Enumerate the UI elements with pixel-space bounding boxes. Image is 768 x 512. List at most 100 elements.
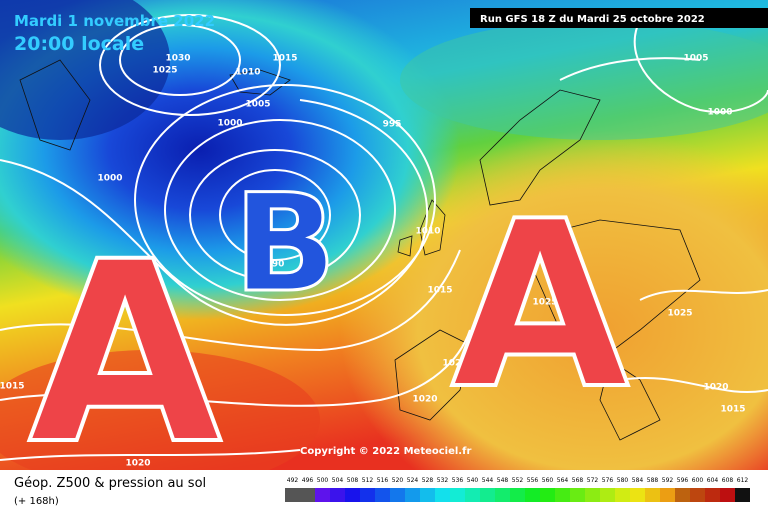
isobar-label: 1015 — [0, 382, 25, 392]
forecast-date: Mardi 1 novembre 2022 — [14, 12, 215, 30]
isobar-label: 1020 — [442, 359, 467, 369]
scale-swatch — [300, 488, 315, 502]
scale-swatch — [480, 488, 495, 502]
scale-swatch — [630, 488, 645, 502]
scale-label: 548 — [497, 477, 509, 484]
scale-swatch — [390, 488, 405, 502]
run-banner — [470, 8, 768, 28]
scale-label: 596 — [677, 477, 689, 484]
scale-swatch — [435, 488, 450, 502]
scale-swatch — [285, 488, 300, 502]
scale-swatch — [645, 488, 660, 502]
scale-swatch — [525, 488, 540, 502]
isobar-label: 1015 — [272, 54, 297, 64]
scale-label: 540 — [467, 477, 479, 484]
scale-label: 520 — [392, 477, 404, 484]
scale-label: 560 — [542, 477, 554, 484]
scale-label: 608 — [722, 477, 734, 484]
footer-lead: (+ 168h) — [14, 496, 59, 507]
isobar-label: 1000 — [707, 108, 732, 118]
scale-swatch — [705, 488, 720, 502]
forecast-time: 20:00 locale — [14, 33, 144, 55]
isobar-label: 1030 — [165, 54, 190, 64]
scale-swatch — [540, 488, 555, 502]
scale-swatch — [465, 488, 480, 502]
isobar-label: 990 — [266, 260, 285, 270]
scale-label: 500 — [317, 477, 329, 484]
coastlines — [19, 59, 701, 441]
color-scale: 492 496 500 504 508 512 516 520 524 528 532 536 540 5… — [285, 477, 750, 502]
scale-label: 528 — [422, 477, 434, 484]
scale-label: 576 — [602, 477, 614, 484]
isobar-label: 1010 — [235, 68, 260, 78]
scale-label: 584 — [632, 477, 644, 484]
scale-swatch — [600, 488, 615, 502]
scale-label: 524 — [407, 477, 419, 484]
high-pressure-letter: A — [28, 208, 221, 499]
scale-label: 536 — [452, 477, 464, 484]
scale-swatch — [615, 488, 630, 502]
isobar-label: 1025 — [152, 66, 177, 76]
scale-label: 552 — [512, 477, 524, 484]
scale-label: 492 — [287, 477, 299, 484]
isobar-label: 1015 — [427, 286, 452, 296]
isobar-label: 1015 — [720, 405, 745, 415]
isobar-label: 995 — [383, 120, 402, 130]
scale-swatch — [495, 488, 510, 502]
isobar-label: 1005 — [683, 54, 708, 64]
scale-swatch — [360, 488, 375, 502]
scale-swatch — [450, 488, 465, 502]
isobar-label: 1000 — [97, 174, 122, 184]
isobar-label: 1025 — [667, 309, 692, 319]
isobar-label: 1025 — [532, 298, 557, 308]
scale-label: 572 — [587, 477, 599, 484]
high-pressure-letter: A — [451, 173, 629, 440]
scale-label: 600 — [692, 477, 704, 484]
scale-label: 564 — [557, 477, 569, 484]
warm-area — [340, 130, 768, 512]
scale-swatch — [675, 488, 690, 502]
scale-swatch — [405, 488, 420, 502]
scale-swatch — [510, 488, 525, 502]
scale-label: 568 — [572, 477, 584, 484]
scale-swatch — [735, 488, 750, 502]
scale-label: 588 — [647, 477, 659, 484]
scale-swatch — [660, 488, 675, 502]
scale-label: 544 — [482, 477, 494, 484]
scale-swatch — [315, 488, 330, 502]
scale-label: 512 — [362, 477, 374, 484]
isobar-label: 1020 — [125, 459, 150, 469]
scale-label: 496 — [302, 477, 314, 484]
isobars — [0, 14, 768, 461]
scale-label: 592 — [662, 477, 674, 484]
isobar-label: 1020 — [703, 383, 728, 393]
scale-label: 612 — [737, 477, 749, 484]
copyright: Copyright © 2022 Meteociel.fr — [300, 446, 471, 457]
scale-label: 532 — [437, 477, 449, 484]
isobar-label: 1000 — [217, 119, 242, 129]
scale-label: 556 — [527, 477, 539, 484]
scale-label: 508 — [347, 477, 359, 484]
scale-swatch — [420, 488, 435, 502]
scale-swatch — [555, 488, 570, 502]
north-area — [400, 20, 768, 140]
scale-swatch — [570, 488, 585, 502]
scale-swatch — [345, 488, 360, 502]
scale-label: 580 — [617, 477, 629, 484]
isobar-label: 1005 — [245, 100, 270, 110]
low-pressure-letter: B — [234, 165, 337, 322]
scale-label: 504 — [332, 477, 344, 484]
footer-title: Géop. Z500 & pression au sol — [14, 476, 206, 491]
scale-swatch — [330, 488, 345, 502]
scale-swatch — [690, 488, 705, 502]
scale-swatch — [720, 488, 735, 502]
scale-swatch — [585, 488, 600, 502]
scale-label: 604 — [707, 477, 719, 484]
run-info: Run GFS 18 Z du Mardi 25 octobre 2022 — [480, 14, 705, 25]
isobar-label: 1010 — [415, 227, 440, 237]
cold-area — [0, 0, 170, 140]
scale-swatch — [375, 488, 390, 502]
